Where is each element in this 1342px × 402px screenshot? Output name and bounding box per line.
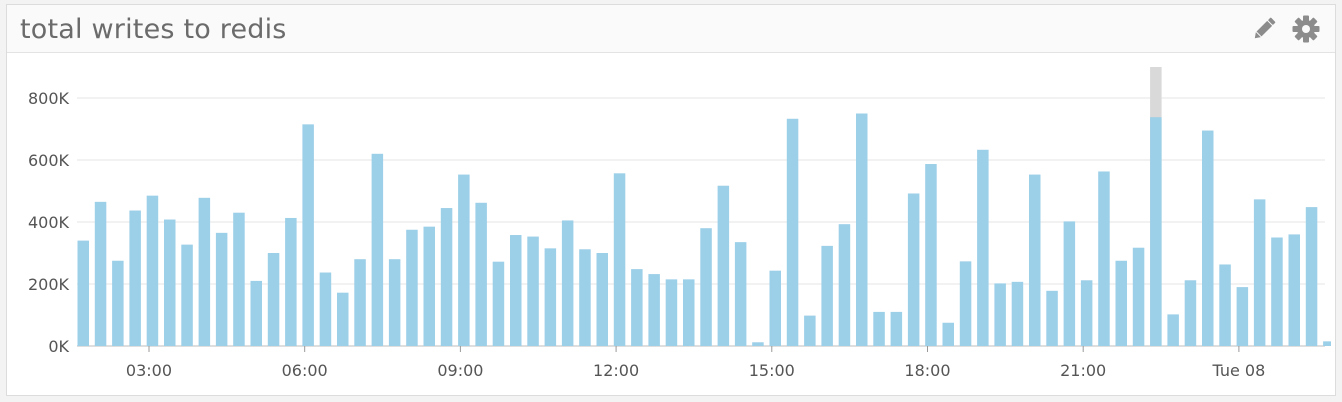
bar[interactable] [77,240,90,346]
bar[interactable] [458,174,470,346]
bar[interactable] [821,245,833,346]
x-tick-label: 06:00 [282,361,328,380]
bar[interactable] [665,279,678,346]
bar[interactable] [1236,287,1249,346]
bar[interactable] [319,272,332,346]
bar[interactable] [1080,280,1093,346]
x-tick-label: 15:00 [749,361,795,380]
bar[interactable] [250,280,263,346]
bar[interactable] [959,261,972,346]
bar[interactable] [371,153,384,346]
bar[interactable] [700,228,712,346]
bar[interactable] [1029,174,1041,346]
bar[interactable] [890,311,903,346]
x-tick-label: 03:00 [126,361,172,380]
bar[interactable] [1132,247,1145,346]
bar[interactable] [579,249,591,346]
widget-header: total writes to redis [7,5,1335,53]
bar[interactable] [1115,260,1128,346]
bar[interactable] [942,322,955,346]
bar[interactable] [1063,221,1076,346]
bar[interactable] [717,185,730,346]
bar[interactable] [267,253,280,346]
bar[interactable] [994,283,1006,346]
bar[interactable] [215,232,228,346]
gear-icon[interactable] [1292,15,1320,43]
y-tick-label: 600K [28,151,70,170]
bar[interactable] [873,311,885,346]
bar[interactable] [1046,290,1058,346]
bar[interactable] [1098,171,1110,346]
bar[interactable] [804,315,816,346]
bar[interactable] [510,235,522,346]
bar[interactable] [1271,237,1283,347]
bar[interactable] [977,149,989,346]
bar[interactable] [1167,314,1179,346]
bar[interactable] [475,202,487,346]
bar[interactable] [337,292,349,346]
bar[interactable] [129,210,141,346]
bar[interactable] [527,236,539,346]
bar-chart: 0K 200K 400K 600K 800K 03:00 06:00 09:00 12:00 15… [28,67,1331,380]
bar[interactable] [544,248,557,346]
bar[interactable] [1011,281,1024,346]
bar[interactable] [856,113,868,347]
bar[interactable] [406,229,418,346]
bar[interactable] [1305,207,1318,346]
bar[interactable] [285,217,297,346]
bar[interactable] [492,261,505,346]
bar[interactable] [440,208,453,346]
bar[interactable] [233,212,245,346]
bar[interactable] [181,244,193,346]
pencil-icon[interactable] [1250,15,1278,43]
bar[interactable] [146,195,159,346]
bar[interactable] [925,164,937,346]
bar[interactable] [596,253,609,346]
bar[interactable] [302,124,314,346]
bar[interactable] [561,220,574,346]
bar[interactable] [683,279,695,346]
bar[interactable] [423,226,436,346]
bar[interactable] [388,259,401,346]
bar[interactable] [734,242,747,346]
x-tick-label: Tue 08 [1211,361,1265,380]
x-tick-label: 18:00 [904,361,950,380]
y-tick-label: 800K [28,89,70,108]
bar[interactable] [1184,280,1197,346]
widget-title: total writes to redis [20,14,287,45]
bar[interactable] [112,260,124,346]
y-tick-label: 400K [28,213,70,232]
bar[interactable] [786,118,799,347]
bar[interactable] [838,224,851,346]
bar[interactable] [613,173,626,346]
bar[interactable] [1219,264,1231,346]
bar[interactable] [752,342,764,346]
x-tick-label: 12:00 [593,361,639,380]
bar[interactable] [769,270,782,346]
x-tick-label: 09:00 [437,361,483,380]
bar[interactable] [648,274,660,346]
bar[interactable] [198,197,211,346]
bar[interactable] [1323,341,1331,346]
bar[interactable] [1202,130,1214,346]
bar[interactable] [631,269,643,346]
y-tick-label: 0K [48,337,69,356]
chart-widget: total writes to redis [6,4,1336,396]
y-tick-label: 200K [28,275,70,294]
bar[interactable] [94,201,107,346]
bar[interactable] [907,193,920,346]
bar[interactable] [1150,117,1162,346]
bar[interactable] [164,219,176,346]
bar[interactable] [1288,234,1301,346]
bar[interactable] [1253,199,1266,346]
bar[interactable] [354,259,366,346]
x-tick-label: 21:00 [1060,361,1106,380]
